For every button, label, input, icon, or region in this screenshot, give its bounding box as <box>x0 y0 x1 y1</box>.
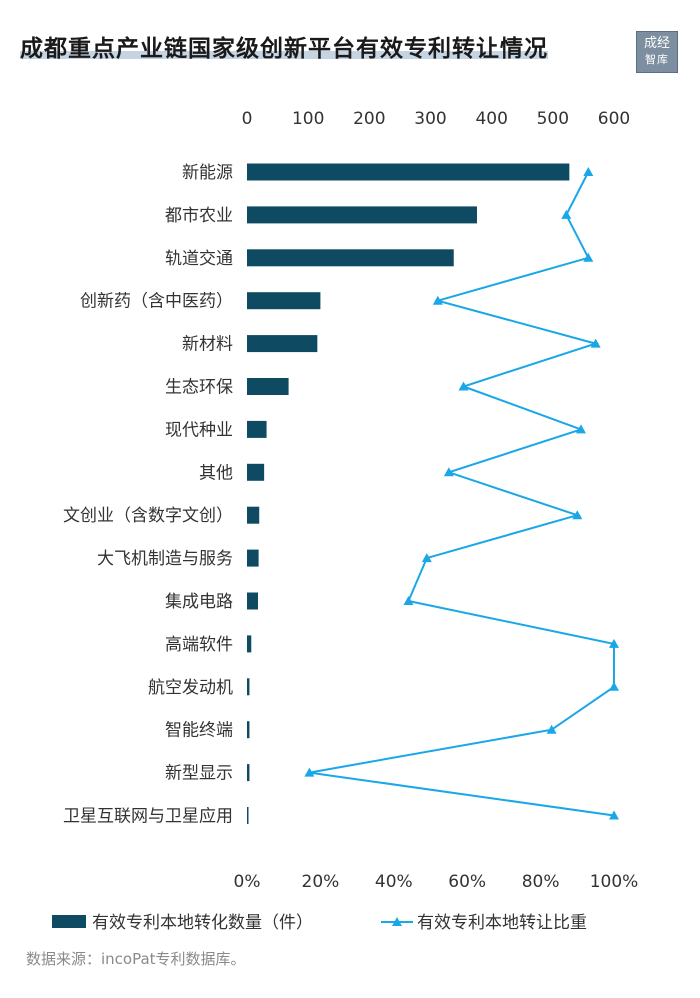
bar <box>247 378 289 395</box>
bar <box>247 678 250 696</box>
top-axis-tick-label: 500 <box>537 109 569 129</box>
bar <box>247 249 454 267</box>
top-axis-tick-label: 400 <box>475 109 507 129</box>
bottom-axis-tick-label: 0% <box>234 872 261 892</box>
top-axis-tick-label: 200 <box>353 109 385 129</box>
bar <box>247 420 267 438</box>
line-point-marker <box>583 252 594 262</box>
chart-title: 成都重点产业链国家级创新平台有效专利转让情况 <box>20 30 605 68</box>
line-point-marker <box>561 209 572 219</box>
logo: 成经 智库 <box>636 31 678 73</box>
bar <box>247 163 570 181</box>
bottom-axis-tick-label: 40% <box>375 872 413 892</box>
top-axis-tick-label: 300 <box>414 109 446 129</box>
bottom-axis-tick-label: 20% <box>302 872 340 892</box>
category-label: 新材料 <box>182 335 233 355</box>
line-point-marker <box>609 638 619 648</box>
bar <box>247 764 250 782</box>
top-axis-tick-label: 0 <box>242 109 253 129</box>
line-series <box>309 171 615 817</box>
top-axis-tick-label: 100 <box>292 109 324 129</box>
legend-line-marker <box>392 917 402 926</box>
bar <box>247 292 321 310</box>
bar <box>247 506 260 524</box>
line-point-marker <box>443 467 454 477</box>
line-point-marker <box>572 510 583 520</box>
category-label: 创新药（含中医药） <box>80 292 233 312</box>
bottom-axis-tick-label: 100% <box>590 872 639 892</box>
logo-line-2: 智库 <box>645 53 669 66</box>
legend-line-label: 有效专利本地转让比重 <box>417 913 587 933</box>
category-label: 卫星互联网与卫星应用 <box>63 807 233 827</box>
category-label: 新能源 <box>182 163 233 183</box>
line-point-marker <box>403 596 414 605</box>
bar <box>247 549 259 567</box>
logo-line-1: 成经 <box>643 36 670 51</box>
category-label: 新型显示 <box>165 764 233 784</box>
chart-title-text: 成都重点产业链国家级创新平台有效专利转让情况 <box>20 36 548 62</box>
bar <box>247 592 259 610</box>
line-point-marker <box>575 424 586 434</box>
category-label: 都市农业 <box>165 206 233 226</box>
bar <box>247 635 252 653</box>
bar <box>247 807 249 824</box>
category-label: 集成电路 <box>165 592 233 612</box>
line-point-marker <box>546 724 557 734</box>
legend-bar-swatch <box>52 915 86 928</box>
line-point-marker <box>432 295 443 305</box>
line-point-marker <box>304 767 315 777</box>
bar <box>247 721 250 739</box>
category-label: 文创业（含数字文创） <box>63 506 233 526</box>
category-label: 大飞机制造与服务 <box>97 549 233 569</box>
line-point-marker <box>458 381 469 391</box>
bar <box>247 463 265 481</box>
bottom-axis-tick-label: 80% <box>522 872 560 892</box>
bar <box>247 335 318 353</box>
bottom-axis-tick-label: 60% <box>448 872 486 892</box>
bar <box>247 206 477 224</box>
top-axis-tick-label: 600 <box>598 109 630 129</box>
category-label: 轨道交通 <box>165 249 233 269</box>
line-point-marker <box>583 167 594 176</box>
legend-bar-label: 有效专利本地转化数量（件） <box>92 913 313 933</box>
category-label: 航空发动机 <box>148 678 233 698</box>
data-source: 数据来源：incoPat专利数据库。 <box>26 950 246 968</box>
line-point-marker <box>590 338 601 348</box>
category-label: 其他 <box>199 463 233 483</box>
line-point-marker <box>609 681 619 691</box>
line-point-marker <box>421 553 432 563</box>
line-point-marker <box>609 810 619 820</box>
category-label: 生态环保 <box>165 378 233 398</box>
category-label: 现代种业 <box>165 420 233 440</box>
category-label: 高端软件 <box>165 635 233 655</box>
category-label: 智能终端 <box>165 721 233 741</box>
